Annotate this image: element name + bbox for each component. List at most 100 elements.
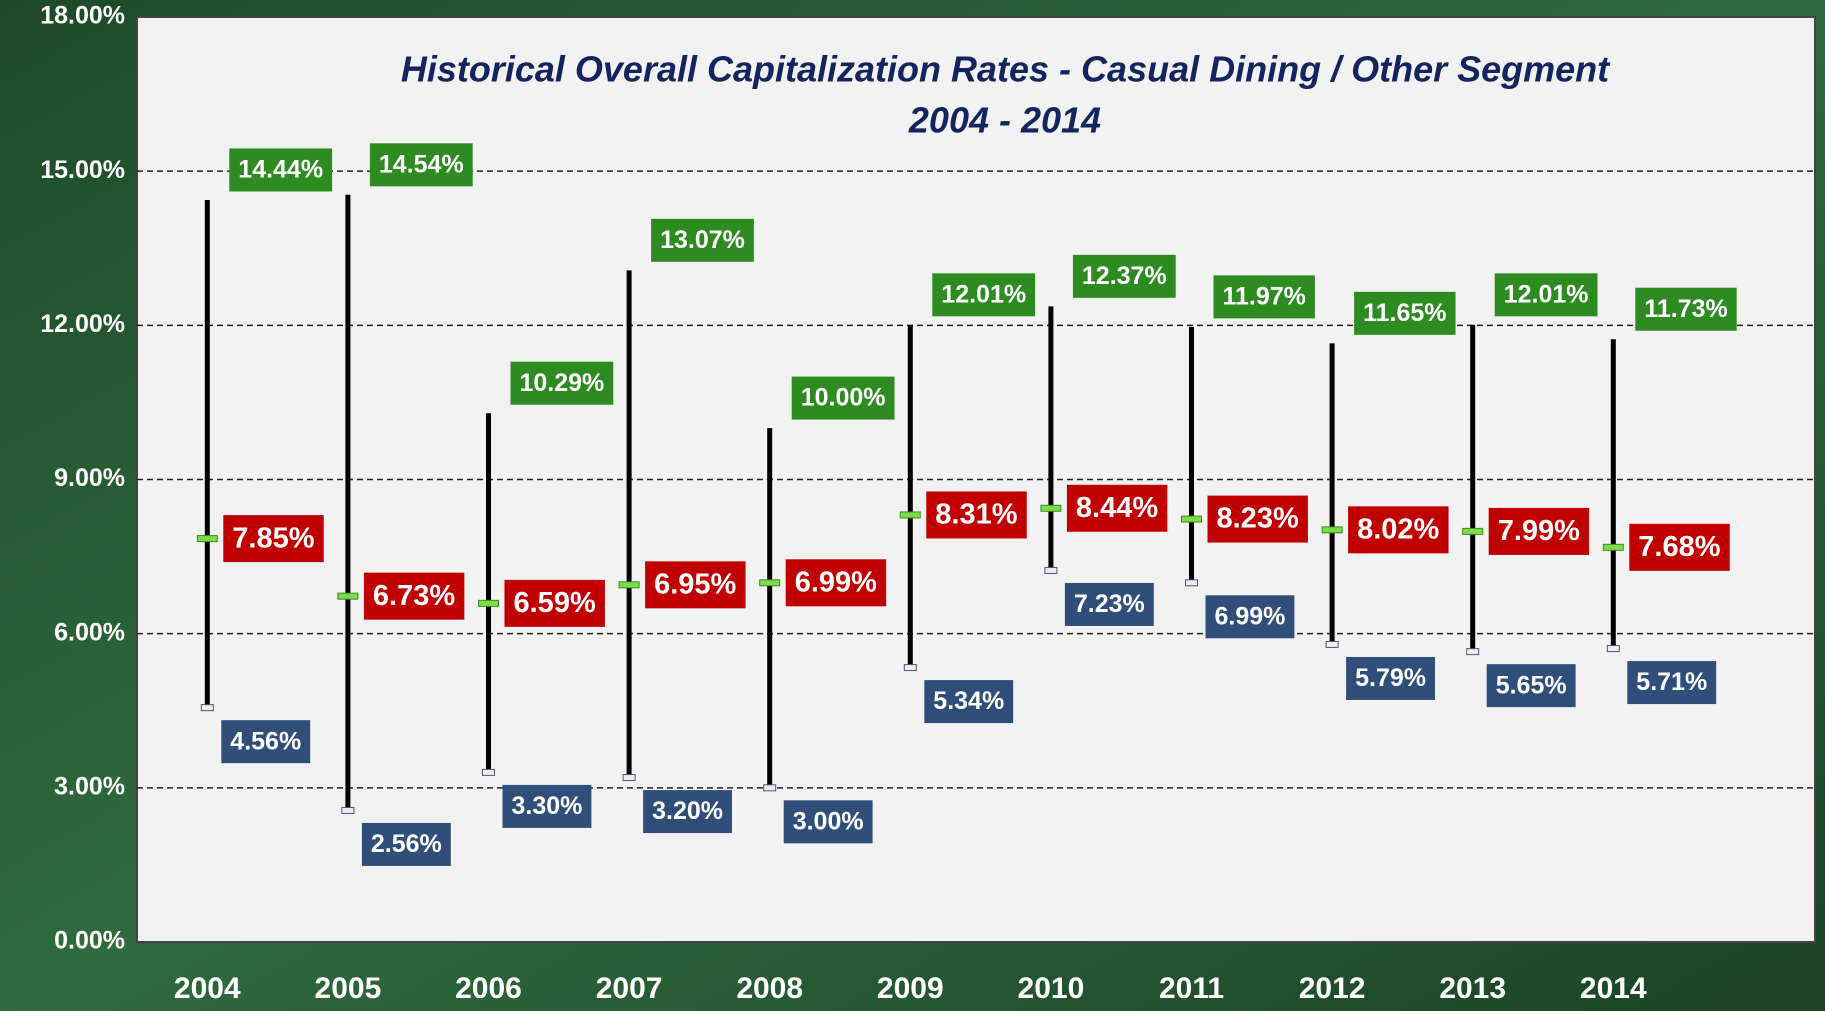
low-label: 5.79% — [1346, 656, 1435, 700]
low-value-label: 3.20% — [652, 797, 723, 825]
average-label-box — [363, 572, 465, 620]
low-label-box — [221, 720, 311, 764]
average-label: 6.73% — [363, 572, 465, 620]
average-label-box — [645, 561, 746, 609]
high-value-label: 11.97% — [1223, 282, 1306, 310]
average-value-label: 6.95% — [654, 569, 736, 601]
low-label: 5.34% — [924, 680, 1014, 724]
low-marker — [200, 704, 214, 712]
low-marker — [903, 664, 917, 672]
low-label: 4.56% — [221, 720, 311, 764]
average-marker — [618, 581, 640, 589]
high-label: 11.97% — [1213, 275, 1315, 319]
x-tick-label: 2004 — [174, 972, 241, 1005]
low-value-label: 6.99% — [1215, 602, 1286, 630]
low-label-box — [1627, 661, 1717, 705]
average-value-label: 8.23% — [1217, 503, 1299, 535]
low-marker — [1185, 579, 1198, 587]
high-label-box — [1494, 273, 1598, 317]
low-label-box — [1346, 656, 1435, 700]
y-tick-label: 6.00% — [54, 618, 125, 646]
low-label: 3.20% — [643, 790, 732, 834]
y-tick-label: 3.00% — [54, 772, 125, 800]
average-value-label: 6.59% — [514, 587, 596, 619]
high-value-label: 14.44% — [238, 156, 323, 184]
low-label: 6.99% — [1205, 595, 1295, 639]
high-label: 12.37% — [1072, 254, 1176, 298]
average-label: 7.99% — [1488, 507, 1590, 555]
x-tick-label: 2005 — [315, 972, 382, 1005]
x-tick-label: 2009 — [877, 972, 944, 1005]
average-label-box — [223, 515, 324, 563]
average-marker — [196, 535, 218, 543]
average-value-label: 7.68% — [1638, 531, 1720, 563]
high-label-box — [1213, 275, 1315, 319]
y-tick-label: 12.00% — [40, 310, 125, 338]
average-label-box — [1207, 495, 1308, 543]
low-marker — [1044, 566, 1058, 574]
high-label-box — [1635, 287, 1737, 331]
low-label: 3.00% — [783, 800, 873, 844]
high-label-box — [651, 218, 754, 262]
average-label: 6.59% — [504, 579, 605, 627]
low-value-label: 3.30% — [512, 792, 583, 820]
average-value-label: 7.99% — [1498, 515, 1580, 547]
low-value-label: 5.34% — [933, 687, 1004, 715]
high-label: 12.01% — [932, 273, 1036, 317]
average-value-label: 8.44% — [1076, 492, 1158, 524]
average-label: 8.23% — [1207, 495, 1308, 543]
low-label: 3.30% — [502, 784, 592, 828]
high-value-label: 10.00% — [801, 384, 886, 412]
average-label: 8.31% — [926, 491, 1027, 539]
y-tick-label: 9.00% — [54, 464, 125, 492]
average-marker — [759, 579, 781, 587]
low-label-box — [1205, 595, 1295, 639]
low-value-label: 5.79% — [1355, 664, 1426, 692]
x-tick-label: 2013 — [1439, 972, 1506, 1005]
average-label: 7.85% — [223, 515, 324, 563]
average-marker — [478, 599, 499, 607]
low-label: 2.56% — [361, 822, 451, 866]
average-marker — [1181, 515, 1202, 523]
high-label: 11.73% — [1635, 287, 1737, 331]
low-value-label: 5.71% — [1636, 668, 1707, 696]
x-tick-label: 2012 — [1299, 972, 1366, 1005]
high-label-box — [229, 148, 333, 192]
chart-subtitle: 2004 - 2014 — [908, 100, 1101, 141]
y-tick-label: 0.00% — [54, 927, 125, 955]
average-label: 8.02% — [1348, 506, 1449, 554]
low-label: 7.23% — [1064, 582, 1154, 626]
x-tick-label: 2008 — [736, 972, 803, 1005]
low-marker — [1466, 648, 1480, 656]
low-marker — [482, 768, 495, 776]
low-marker — [341, 806, 355, 814]
low-value-label: 2.56% — [371, 830, 442, 858]
high-label: 11.65% — [1354, 291, 1456, 335]
high-label-box — [510, 361, 614, 405]
high-label-box — [1072, 254, 1176, 298]
low-label-box — [1064, 582, 1154, 626]
average-label: 8.44% — [1066, 484, 1168, 532]
average-label-box — [1066, 484, 1168, 532]
average-label-box — [785, 559, 887, 607]
high-label: 13.07% — [651, 218, 754, 262]
average-label-box — [1488, 507, 1590, 555]
low-label: 5.71% — [1627, 661, 1717, 705]
low-marker — [622, 774, 636, 782]
high-label-box — [369, 143, 473, 187]
low-marker — [1606, 645, 1620, 653]
average-label: 6.99% — [785, 559, 887, 607]
y-tick-label: 15.00% — [40, 156, 125, 184]
average-marker — [1321, 526, 1343, 534]
high-value-label: 13.07% — [660, 226, 745, 254]
low-value-label: 7.23% — [1074, 590, 1145, 618]
high-value-label: 14.54% — [379, 150, 464, 178]
average-marker — [1462, 527, 1484, 535]
chart-title: Historical Overall Capitalization Rates … — [401, 49, 1611, 90]
low-value-label: 5.65% — [1496, 671, 1567, 699]
high-value-label: 11.65% — [1363, 299, 1446, 327]
low-label-box — [924, 680, 1014, 724]
low-marker — [763, 784, 777, 792]
high-label-box — [1354, 291, 1456, 335]
